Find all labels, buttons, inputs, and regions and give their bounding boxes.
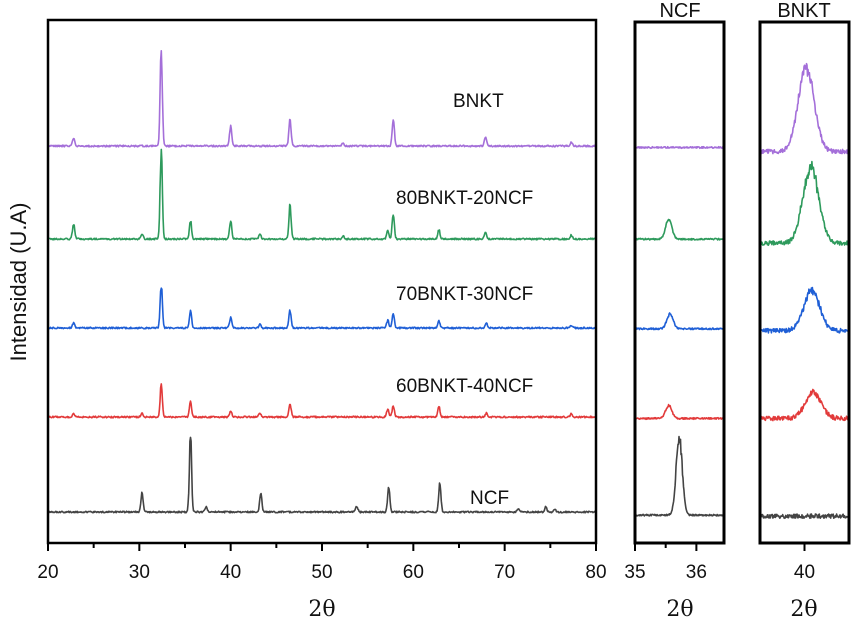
bnkt-inset-frame — [758, 20, 851, 545]
ncf-inset-plot: 35 36 — [624, 145, 725, 583]
annotation-bnkt: BNKT — [453, 91, 504, 112]
series-line-ncf — [47, 436, 597, 514]
bnkt-inset-plot: 40 — [759, 62, 850, 583]
main-plot-frame — [46, 18, 598, 545]
main-x-axis-label: 2θ — [308, 597, 335, 622]
series-line-bnkt — [634, 145, 725, 150]
x-tick-label: 40 — [794, 562, 815, 583]
y-axis-label: Intensidad (U.A) — [6, 203, 31, 362]
x-tick-label: 40 — [220, 562, 241, 583]
series-line-70bnkt-30ncf — [634, 312, 725, 331]
annotation-80bnkt-20ncf: 80BNKT-20NCF — [396, 188, 533, 209]
annotation-70bnkt-30ncf: 70BNKT-30NCF — [396, 284, 533, 305]
x-tick-label: 35 — [624, 562, 645, 583]
x-tick-label: 50 — [311, 562, 332, 583]
series-line-bnkt — [47, 50, 597, 148]
series-line-80bnkt-20ncf — [47, 148, 597, 241]
x-tick-label: 70 — [494, 562, 515, 583]
x-tick-label: 60 — [403, 562, 424, 583]
series-line-bnkt — [759, 62, 850, 155]
x-tick-label: 36 — [686, 562, 707, 583]
series-line-60bnkt-40ncf — [47, 383, 597, 419]
ncf-inset-title: NCF — [659, 0, 700, 22]
bnkt-inset-title: BNKT — [777, 0, 830, 22]
ncf-inset-x-axis-label: 2θ — [666, 597, 693, 622]
main-plot: 20 30 40 50 60 70 80 — [37, 50, 607, 583]
series-line-ncf — [759, 513, 850, 520]
series-line-60bnkt-40ncf — [759, 388, 850, 422]
annotation-ncf: NCF — [470, 488, 509, 509]
series-line-60bnkt-40ncf — [634, 403, 725, 421]
annotation-60bnkt-40ncf: 60BNKT-40NCF — [396, 376, 533, 397]
x-tick-label: 80 — [585, 562, 606, 583]
series-line-80bnkt-20ncf — [759, 160, 850, 246]
series-line-70bnkt-30ncf — [759, 286, 850, 334]
ncf-inset-frame — [633, 20, 726, 545]
series-line-70bnkt-30ncf — [47, 287, 597, 330]
bnkt-inset-x-axis-label: 2θ — [790, 597, 817, 622]
x-tick-label: 30 — [129, 562, 150, 583]
series-line-ncf — [634, 435, 725, 517]
series-line-80bnkt-20ncf — [634, 218, 725, 241]
x-tick-label: 20 — [37, 562, 58, 583]
